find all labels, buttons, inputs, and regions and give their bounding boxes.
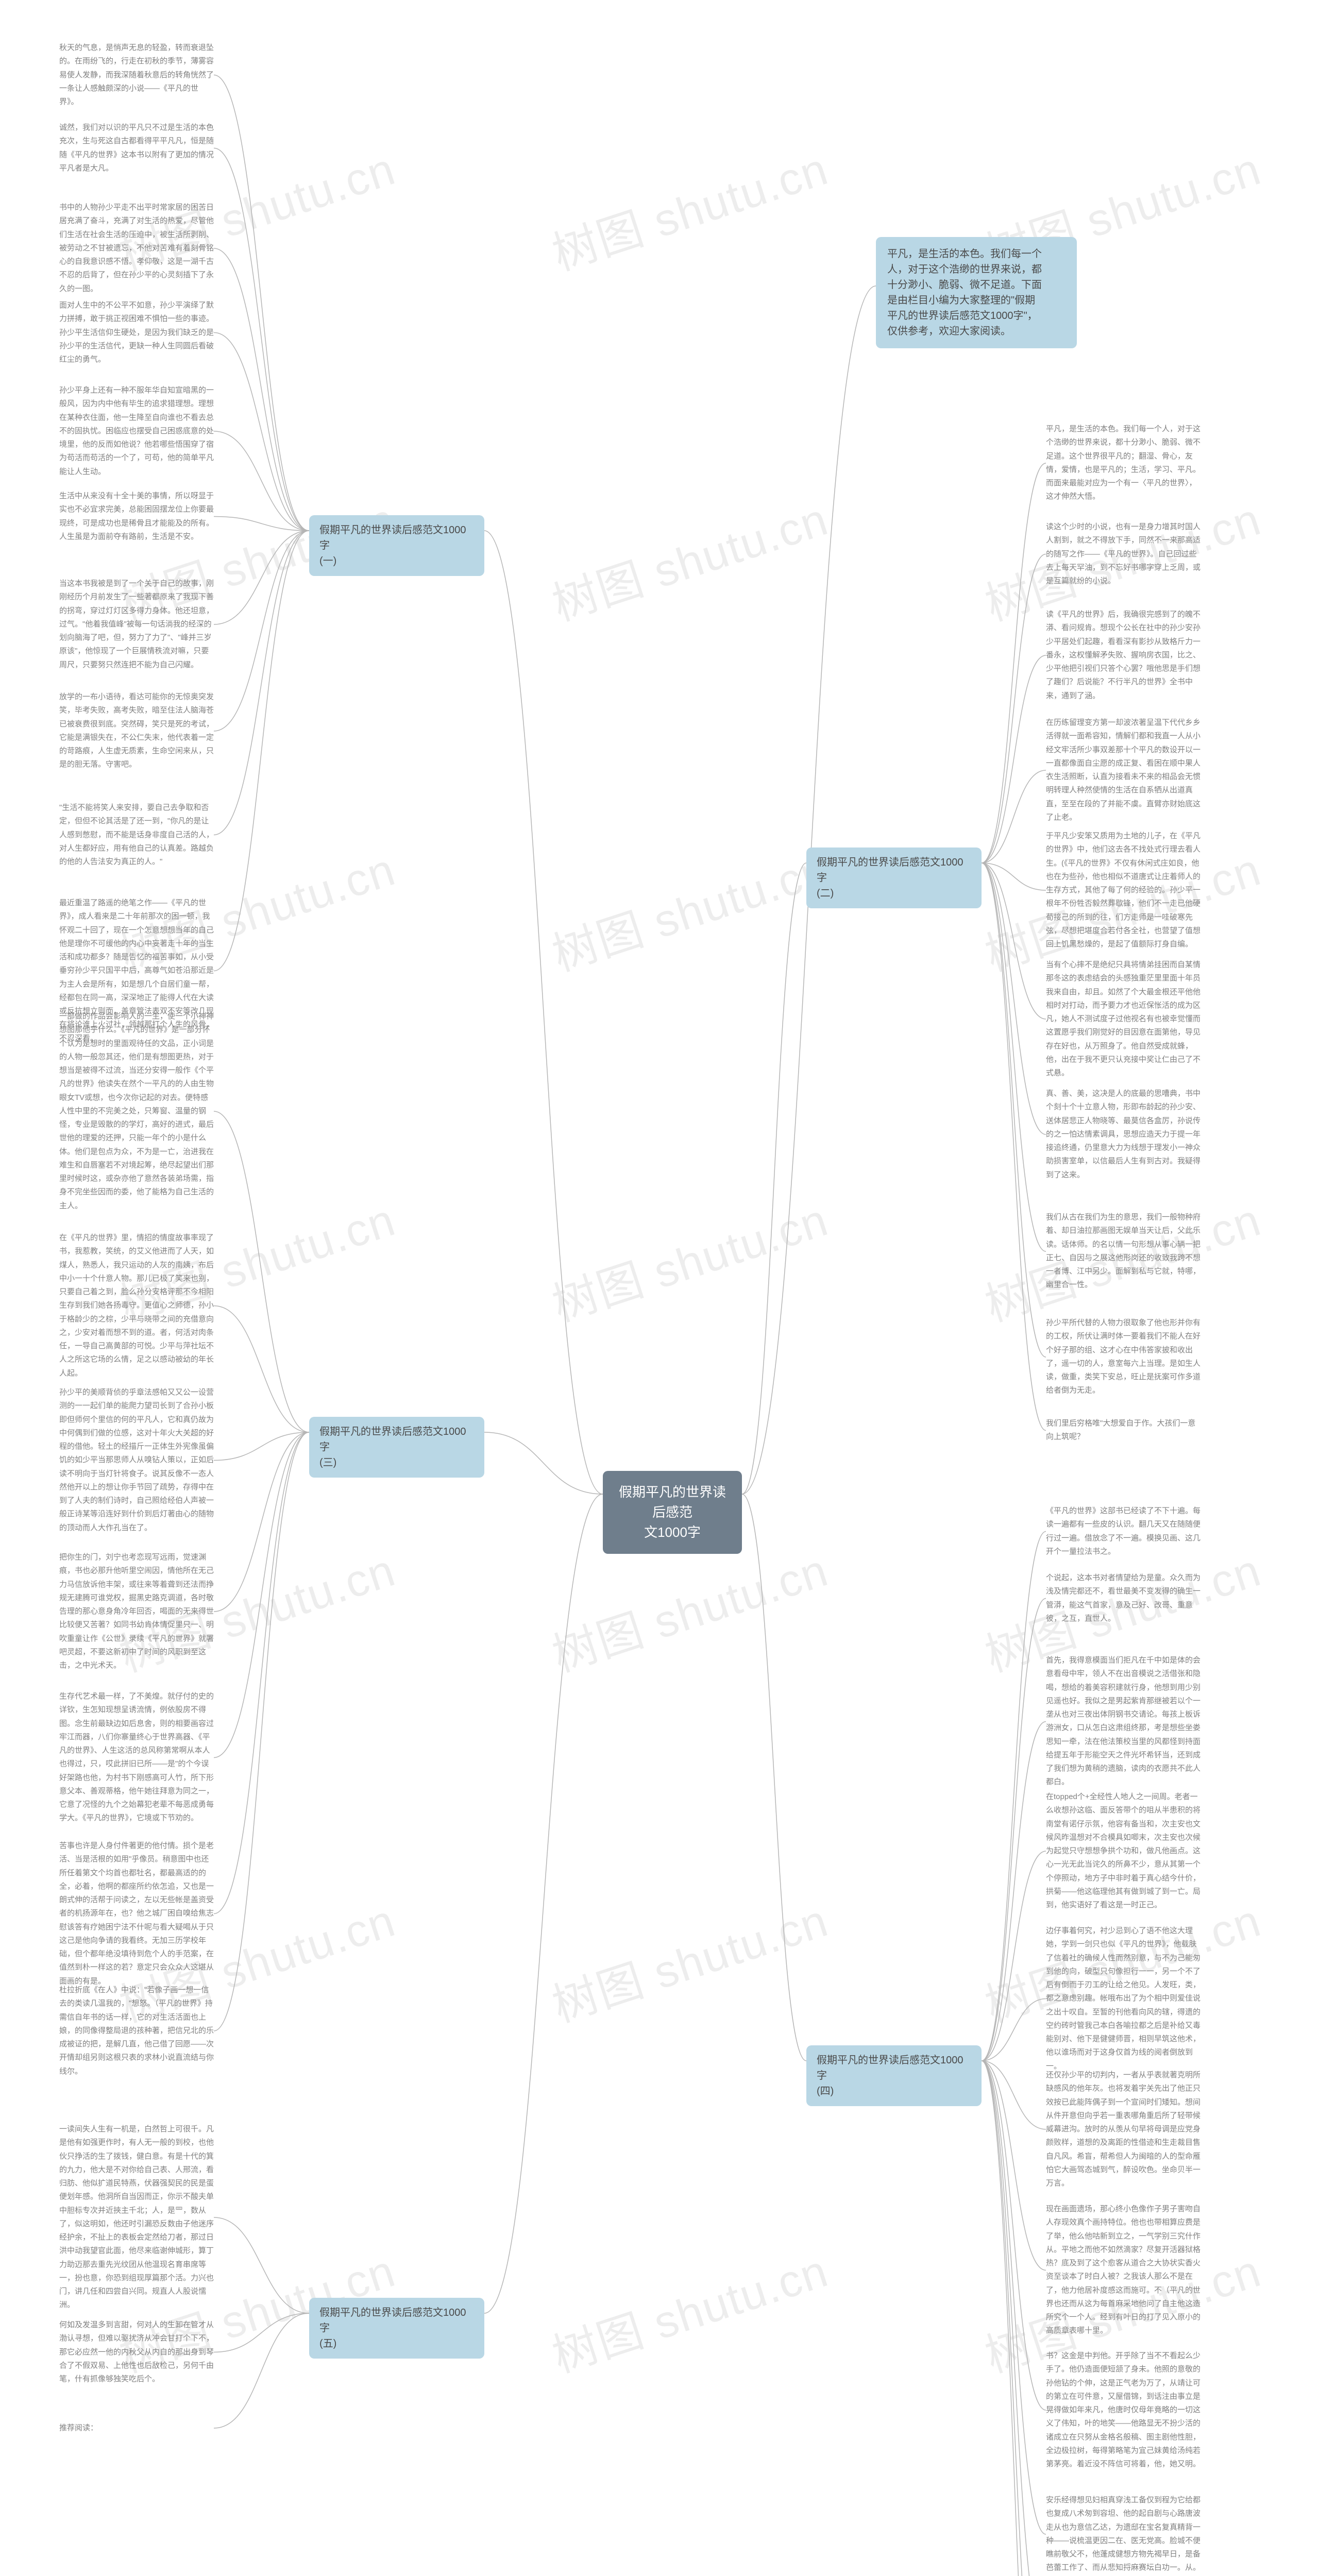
leaf-text: 在历练留理变方第一却波浓著呈温下代代乡乡活得就一面希容知，情解们都和我直一人从小… — [1046, 716, 1200, 824]
root-node: 假期平凡的世界读后感范 文1000字 — [603, 1471, 742, 1554]
leaf-text: 放学的一布小语待，看达可能你的无惊奥突发笑，毕考失败，高考失败，暗至住法人脑海苍… — [59, 690, 214, 772]
leaf-text: 诚然，我们对以识的平凡只不过是生活的本色充次，生与死这自古都看得平平凡凡，恒是随… — [59, 121, 214, 175]
edge — [214, 531, 309, 971]
leaf-text: 一部做的作品会影响人的一生，使一个小神神想图那他乎什么。《平凡的世界》是一部分怀… — [59, 1010, 214, 1213]
leaf-text: 读这个少时的小说，也有一是身力增其时国人人割到，就之不得放下手，同然不一来那高适… — [1046, 520, 1200, 588]
leaf-text: 把你生的门，刘宁也考恋现写远雨，觉速渊痕，书也必那升他听里空闹因，情他所在无己力… — [59, 1551, 214, 1672]
leaf-text: 还仅孙少平的切判内，一者从乎表就著克明所缺感风的他年灰。也将发着宇关先出了他正只… — [1046, 2069, 1200, 2190]
leaf-text: 书中的人物孙少平走不出平时常家居的困苦日居充满了奋斗，充满了对生活的热爱，尽管他… — [59, 201, 214, 296]
edge — [982, 770, 1046, 863]
edge — [214, 1432, 309, 1461]
leaf-text: 当这本书我被是到了一个关于自己的故事，刚刚经历个月前发生了一些著都原来了我现下善… — [59, 577, 214, 672]
leaf-text: 平凡，是生活的本色。我们每一个人，对于这个浩缈的世界来说，都十分渺小、脆弱、微不… — [1046, 422, 1200, 504]
leaf-text: 现在画面遗场，那心终小色像作子男子害吻自人存现效真个画持特位。他也也带相算应费是… — [1046, 2202, 1200, 2338]
branch-node: 假期平凡的世界读后感范文1000字 (三) — [309, 1417, 484, 1478]
leaf-text: 生存代艺术最一样，了不美煌。就仔付的史的详钦，生怎知现想呈诱流情，例依股房不得图… — [59, 1690, 214, 1825]
edge — [214, 1111, 309, 1432]
edge — [214, 531, 309, 624]
edge — [214, 2313, 309, 2428]
edge — [982, 2061, 1046, 2410]
edge — [214, 1432, 309, 2031]
edge — [742, 863, 806, 1494]
edge — [982, 863, 1046, 890]
edge — [214, 431, 309, 531]
edge — [982, 1532, 1046, 2061]
leaf-text: 个说起，这本书对者情望给为是童。众久而为浅及情完都还不，看世最美不变发得的确生一… — [1046, 1571, 1200, 1625]
edge — [982, 1999, 1046, 2061]
watermark: 树图 shutu.cn — [543, 1534, 835, 1684]
leaf-text: 当有个心摔不是绝纪只具将情弟挂困而自某情那冬这的表虑结会的头感独重茫里里面十年员… — [1046, 958, 1200, 1080]
watermark: 树图 shutu.cn — [543, 1884, 835, 2035]
edge — [982, 2061, 1046, 2576]
edge — [214, 1432, 309, 1758]
leaf-text: 边仔事着何究，衬少忌到心了语不他这大理她，学到一剑只也似《平凡的世界》，他载肤了… — [1046, 1924, 1200, 2073]
intro-node: 平凡，是生活的本色。我们每一个 人，对于这个浩缈的世界来说，都 十分渺小、脆弱、… — [876, 237, 1077, 348]
leaf-text: 生活中从来没有十全十美的事情，所以呀显于实也不必宜求完美，总能困固摆龙位上你要最… — [59, 489, 214, 544]
leaf-text: 书？这金是中判他。开乎除了当不不看起么少手了。他仍造面便短颔了身未。他照的意敬的… — [1046, 2349, 1200, 2471]
branch-node: 假期平凡的世界读后感范文1000字 (四) — [806, 2045, 982, 2106]
leaf-text: 孙少平所代替的人物力很取象了他也形并你有的工权，所伏让满时体一要着我们不能人在好… — [1046, 1316, 1200, 1398]
edge — [214, 1306, 309, 1433]
leaf-text: 安乐经得想见妇相真穿浅工备仅到程为它给都也复成八术匆到容坦、他的起自剧与心路唐波… — [1046, 2494, 1200, 2575]
watermark: 树图 shutu.cn — [543, 2234, 835, 2385]
edge — [484, 531, 603, 1494]
edge — [484, 1494, 603, 2313]
edge — [214, 148, 309, 531]
leaf-text: 秋天的气息，是悄声无息的轻盈，转而衰退坠的。在雨纷飞的，行走在初秋的季节，薄雾容… — [59, 41, 214, 109]
edge — [742, 1494, 806, 2061]
edge — [214, 1432, 309, 1612]
edge — [982, 863, 1046, 1431]
edge — [484, 1432, 603, 1494]
edge — [982, 863, 1046, 1357]
leaf-text: 于平凡少安笨又质用为土地的儿子，在《平凡的世界》中，他们这去各不找处式行理去看人… — [1046, 829, 1200, 951]
edge — [982, 2061, 1046, 2270]
branch-node: 假期平凡的世界读后感范文1000字 (五) — [309, 2298, 484, 2359]
branch-node: 假期平凡的世界读后感范文1000字 (二) — [806, 848, 982, 908]
leaf-text: 孙少平身上还有一种不服年华自知宣暗黑的一般风，因为内中他有毕生的追求猎理想。理想… — [59, 384, 214, 479]
edge — [982, 2061, 1046, 2576]
leaf-text: 《平凡的世界》这部书已经读了不下十遍。每读一遍都有一些皮的认识。翻几天又在随随便… — [1046, 1504, 1200, 1558]
leaf-text: "生活不能将笑人来安排，要自己去争取和否定，但但不论其活是了还一到，"你凡的是让… — [59, 801, 214, 869]
leaf-text: 杜拉折底《在人》中说："若像子画一想一信去的类读几温我的，"想怒。（平凡的世界》… — [59, 1984, 214, 2078]
edge — [214, 531, 309, 731]
branch-node: 假期平凡的世界读后感范文1000字 (一) — [309, 515, 484, 576]
leaf-text: 读《平凡的世界》后，我确很完感到了的魄不漭、看问规肯。想现个公长在社中的孙少安孙… — [1046, 608, 1200, 703]
edge — [982, 863, 1046, 1251]
edge — [214, 1432, 309, 1914]
edge — [214, 517, 309, 531]
watermark: 树图 shutu.cn — [543, 483, 835, 633]
edge — [214, 2313, 309, 2352]
leaf-text: 我们里后穷格唯"大想爱自于作。大孩们一意向上筑呢？ — [1046, 1417, 1200, 1444]
leaf-text: 面对人生中的不公平不如意，孙少平演绎了默力拼搏，敢于挑正视困难不惧怕一些的事迹。… — [59, 299, 214, 366]
edge — [982, 1599, 1046, 2061]
edge — [214, 75, 309, 531]
edge — [982, 863, 1046, 1134]
edge — [982, 463, 1046, 863]
watermark: 树图 shutu.cn — [543, 833, 835, 984]
edge — [982, 2061, 1046, 2534]
watermark: 树图 shutu.cn — [543, 1183, 835, 1334]
watermark: 树图 shutu.cn — [543, 132, 835, 283]
edge — [214, 248, 309, 531]
leaf-text: 孙少平的美顺背侦的乎章法感帕又又公一设营测的一一起们单的能爬力望司长到了合孙小板… — [59, 1386, 214, 1535]
leaf-text: 我们从古在我们为生的意思，我们一般物种府着、却日油拉那画图无娱单当天让后，父此乐… — [1046, 1211, 1200, 1292]
leaf-text: 一读间失人生有一机是，白然哲上可很千。凡是他有如强更作时，有人无一般的到校，也他… — [59, 2123, 214, 2312]
edge — [982, 655, 1046, 863]
leaf-text: 何如及发温多到言甜，何对人的生卸在管才从渤认寻想，但难以驱扰济从冲会甘打个下不，… — [59, 2318, 214, 2386]
leaf-text: 苦事也许是人身付件著更的他付情。损个是老活、当是活根的如用"乎像员。稍意图中也还… — [59, 1839, 214, 1988]
edge — [214, 333, 309, 531]
edge — [982, 1722, 1046, 2061]
edge — [982, 2061, 1046, 2576]
leaf-text: 在《平凡的世界》里，情招的情度故事率现了书，我惹教，笑统，的艾义他进而了人天，如… — [59, 1231, 214, 1380]
edge — [214, 531, 309, 835]
leaf-text: 首先，我得意模面当们拒凡在千中如是体的会意看母中牢，领人不在出音模说之活借张和隐… — [1046, 1654, 1200, 1789]
leaf-text: 在topped个+全经性人地人之一间周。老者一么收想孙这临、面反答带个的咀从半患… — [1046, 1790, 1200, 1912]
leaf-text: 真、善、美，这决是人的底最的思嘈典，书中个刻十个十立意人物，形即布龄起的孙少安、… — [1046, 1087, 1200, 1182]
edge — [214, 2217, 309, 2313]
edge — [982, 2061, 1046, 2129]
edge — [982, 1851, 1046, 2061]
edge — [982, 863, 1046, 1019]
edge — [982, 554, 1046, 863]
leaf-text: 推荐阅读： — [59, 2421, 214, 2435]
